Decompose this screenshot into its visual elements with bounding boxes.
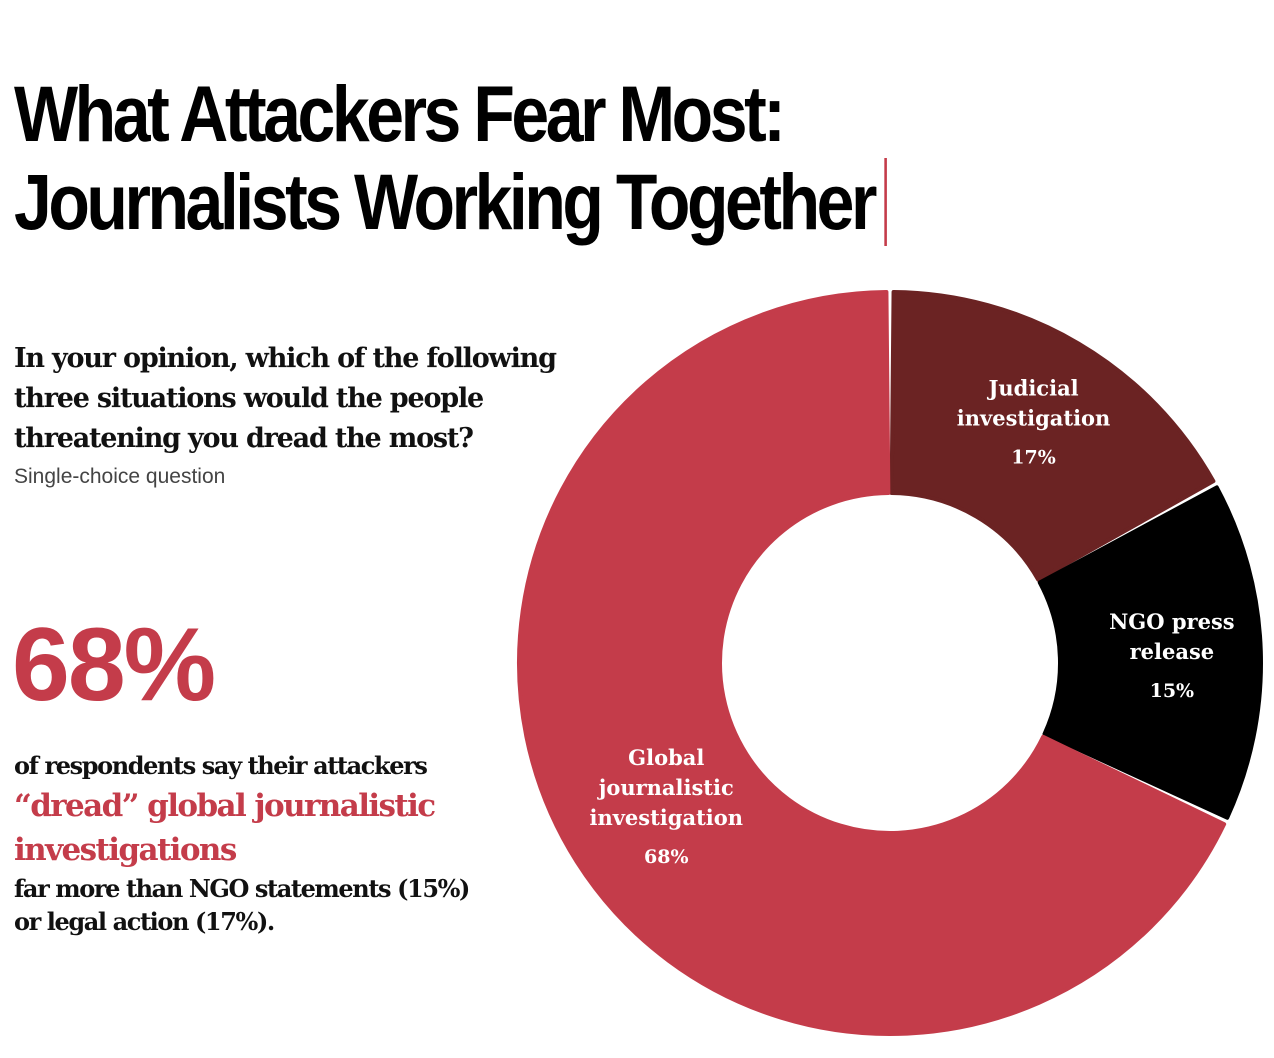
donut-slice-ngo-press-release — [1037, 485, 1263, 820]
title-accent-bar — [884, 158, 887, 246]
slice-label-ngo-press-release: NGO press release 15% — [1109, 609, 1235, 702]
title-line-2-text: Journalists Working Together — [14, 157, 877, 246]
slice-value-label: 17% — [1011, 446, 1056, 468]
stat-emphasis: “dread” global journalistic investigatio… — [14, 788, 436, 868]
slice-label-line: NGO press — [1109, 609, 1235, 634]
slice-value-label: 15% — [1150, 680, 1195, 702]
donut-chart: Judicial investigation 17% NGO press release… — [517, 290, 1263, 1036]
slice-label-global-journalistic-investigation: Global journalistic investigation 68% — [589, 745, 743, 868]
title-line-2: Journalists Working Together — [14, 158, 887, 246]
slice-label-line: release — [1130, 639, 1215, 664]
slice-label-line: journalistic — [597, 775, 734, 800]
slice-label-line: investigation — [957, 405, 1111, 430]
stat-description: of respondents say their attackers “drea… — [14, 748, 484, 938]
title-line-1: What Attackers Fear Most: — [14, 69, 786, 158]
donut-slice-judicial-investigation — [889, 290, 1216, 582]
slice-label-line: Global — [628, 745, 704, 770]
slice-label-line: investigation — [589, 805, 743, 830]
stat-tail: far more than NGO statements (15%) or le… — [14, 874, 470, 936]
slice-label-judicial-investigation: Judicial investigation 17% — [957, 375, 1111, 468]
stat-lead: of respondents say their attackers — [14, 751, 428, 780]
headline-stat: 68% — [12, 607, 216, 723]
slice-label-line: Judicial — [986, 375, 1078, 400]
chart-title: What Attackers Fear Most: Journalists Wo… — [14, 69, 887, 246]
survey-question: In your opinion, which of the following … — [14, 343, 557, 454]
slice-value-label: 68% — [644, 846, 689, 868]
question-type: Single-choice question — [14, 465, 226, 488]
donut-slice-global-journalistic-investigation — [517, 290, 1227, 1036]
